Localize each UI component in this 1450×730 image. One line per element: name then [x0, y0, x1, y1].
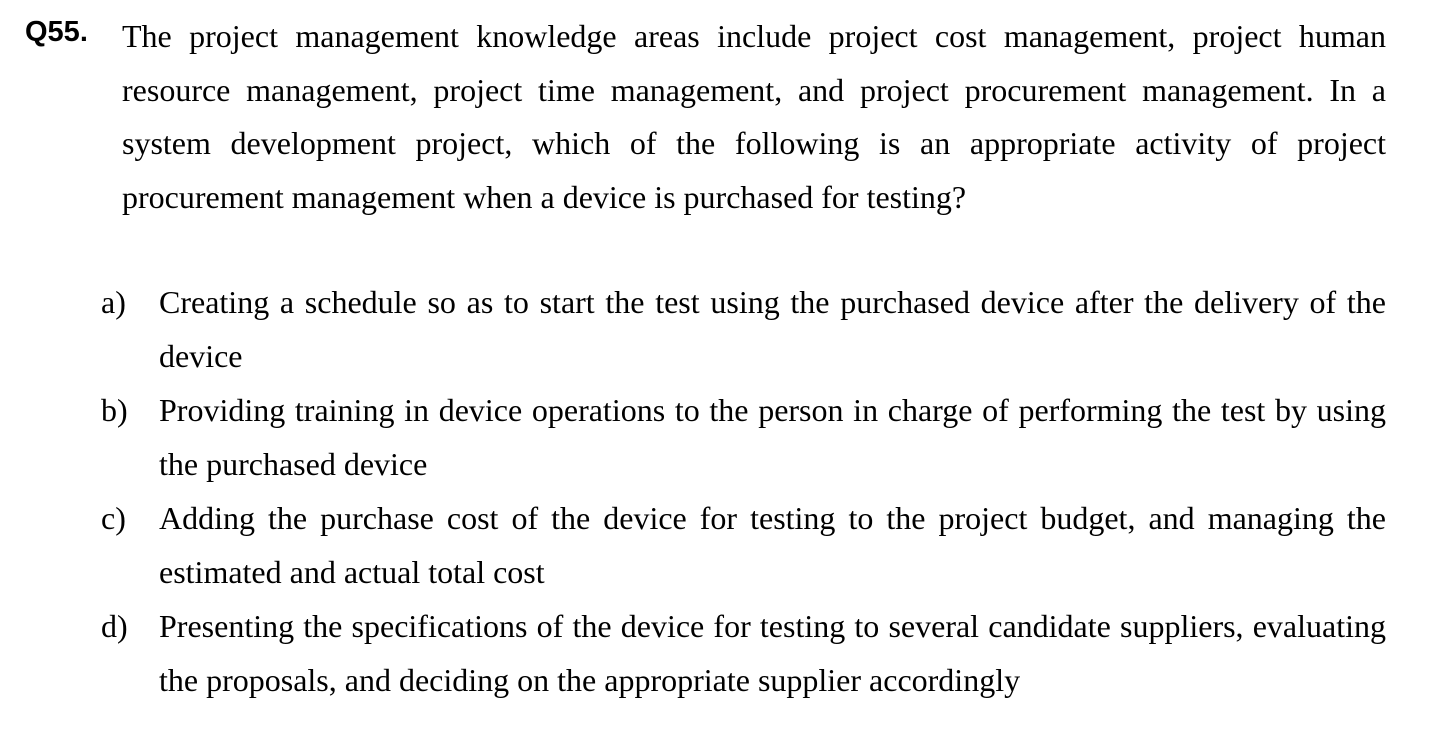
choice-d: d) Presenting the specifications of the … — [0, 600, 1450, 708]
choice-letter: d) — [101, 608, 128, 644]
choice-text: Creating a schedule so as to start the t… — [159, 284, 1386, 374]
choice-letter: c) — [101, 500, 126, 536]
choice-c: c) Adding the purchase cost of the devic… — [0, 492, 1450, 600]
choice-text: Providing training in device operations … — [159, 392, 1386, 482]
question-number: Q55. — [25, 16, 88, 48]
choice-text: Adding the purchase cost of the device f… — [159, 500, 1386, 590]
choice-a: a) Creating a schedule so as to start th… — [0, 276, 1450, 384]
answer-choices: a) Creating a schedule so as to start th… — [0, 276, 1450, 708]
choice-letter: b) — [101, 392, 128, 428]
choice-letter: a) — [101, 284, 126, 320]
question-text: The project management knowledge areas i… — [122, 18, 1386, 215]
choice-b: b) Providing training in device operatio… — [0, 384, 1450, 492]
choice-text: Presenting the specifications of the dev… — [159, 608, 1386, 698]
